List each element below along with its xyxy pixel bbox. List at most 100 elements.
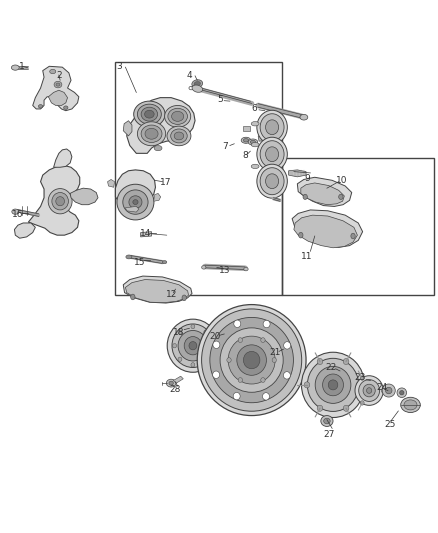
- Polygon shape: [53, 149, 72, 167]
- Ellipse shape: [260, 141, 284, 168]
- Text: 12: 12: [166, 290, 178, 300]
- Text: 23: 23: [355, 373, 366, 382]
- Text: 22: 22: [326, 363, 337, 372]
- Ellipse shape: [191, 362, 195, 367]
- Polygon shape: [33, 66, 79, 111]
- Ellipse shape: [265, 174, 279, 189]
- Ellipse shape: [201, 265, 206, 269]
- Ellipse shape: [262, 393, 269, 400]
- Ellipse shape: [134, 101, 165, 127]
- Ellipse shape: [191, 325, 195, 329]
- Ellipse shape: [173, 344, 177, 348]
- Ellipse shape: [48, 189, 72, 214]
- Text: 14: 14: [140, 229, 152, 238]
- Text: 4: 4: [187, 70, 192, 79]
- Ellipse shape: [355, 376, 383, 405]
- Polygon shape: [301, 183, 344, 205]
- Ellipse shape: [401, 397, 420, 413]
- Text: 11: 11: [301, 253, 313, 261]
- Polygon shape: [294, 215, 357, 248]
- Ellipse shape: [381, 389, 385, 393]
- Ellipse shape: [303, 194, 307, 199]
- Text: 6: 6: [252, 104, 258, 114]
- Ellipse shape: [300, 115, 308, 120]
- Ellipse shape: [283, 372, 290, 379]
- Ellipse shape: [251, 142, 259, 147]
- Ellipse shape: [244, 351, 260, 369]
- Text: 10: 10: [336, 176, 347, 185]
- Polygon shape: [70, 188, 98, 205]
- Ellipse shape: [169, 381, 173, 385]
- Ellipse shape: [129, 196, 142, 208]
- Text: 17: 17: [160, 179, 172, 188]
- Polygon shape: [108, 180, 115, 187]
- Ellipse shape: [172, 111, 184, 122]
- Ellipse shape: [192, 80, 203, 87]
- Text: 27: 27: [323, 430, 334, 439]
- Ellipse shape: [257, 164, 287, 198]
- Polygon shape: [125, 206, 139, 212]
- Ellipse shape: [197, 304, 306, 416]
- Ellipse shape: [182, 295, 186, 301]
- Ellipse shape: [241, 137, 251, 143]
- Ellipse shape: [145, 110, 154, 118]
- Text: 25: 25: [384, 419, 395, 429]
- Ellipse shape: [178, 330, 182, 334]
- Text: 5: 5: [217, 95, 223, 104]
- Polygon shape: [123, 276, 192, 303]
- Polygon shape: [292, 210, 363, 247]
- Text: 20: 20: [210, 332, 221, 341]
- Ellipse shape: [238, 378, 243, 383]
- Ellipse shape: [209, 344, 213, 348]
- Ellipse shape: [367, 387, 372, 393]
- Polygon shape: [14, 223, 35, 238]
- Ellipse shape: [284, 342, 291, 349]
- Ellipse shape: [167, 126, 191, 146]
- Ellipse shape: [343, 359, 349, 365]
- Ellipse shape: [257, 137, 287, 171]
- Ellipse shape: [404, 400, 417, 410]
- Ellipse shape: [351, 233, 355, 239]
- Ellipse shape: [263, 320, 270, 328]
- Text: 1: 1: [19, 62, 25, 71]
- Ellipse shape: [165, 106, 191, 127]
- Ellipse shape: [56, 197, 64, 206]
- Ellipse shape: [138, 104, 161, 124]
- Polygon shape: [28, 166, 80, 235]
- Ellipse shape: [220, 328, 283, 392]
- Ellipse shape: [133, 200, 138, 205]
- Ellipse shape: [261, 338, 265, 343]
- Ellipse shape: [244, 139, 249, 142]
- Ellipse shape: [227, 358, 231, 362]
- Ellipse shape: [248, 139, 258, 145]
- Polygon shape: [243, 126, 251, 131]
- Ellipse shape: [141, 107, 158, 121]
- Text: 16: 16: [12, 210, 24, 219]
- Ellipse shape: [251, 122, 259, 126]
- Text: 2: 2: [56, 70, 62, 79]
- Ellipse shape: [204, 357, 208, 361]
- Ellipse shape: [317, 405, 323, 411]
- Ellipse shape: [251, 164, 259, 168]
- Polygon shape: [258, 135, 272, 141]
- Ellipse shape: [192, 85, 203, 92]
- Ellipse shape: [299, 232, 303, 238]
- Ellipse shape: [257, 110, 287, 144]
- Ellipse shape: [359, 379, 380, 401]
- Ellipse shape: [360, 376, 364, 380]
- Text: 24: 24: [377, 383, 388, 392]
- Ellipse shape: [210, 318, 293, 403]
- Ellipse shape: [56, 83, 60, 86]
- Ellipse shape: [228, 336, 275, 384]
- Ellipse shape: [244, 268, 248, 271]
- Ellipse shape: [233, 392, 240, 400]
- Ellipse shape: [307, 358, 359, 411]
- Ellipse shape: [39, 104, 43, 108]
- Ellipse shape: [261, 378, 265, 383]
- Ellipse shape: [162, 261, 167, 264]
- Ellipse shape: [251, 140, 255, 144]
- Ellipse shape: [265, 120, 279, 135]
- Polygon shape: [48, 90, 67, 106]
- Ellipse shape: [178, 357, 182, 361]
- Polygon shape: [125, 279, 188, 303]
